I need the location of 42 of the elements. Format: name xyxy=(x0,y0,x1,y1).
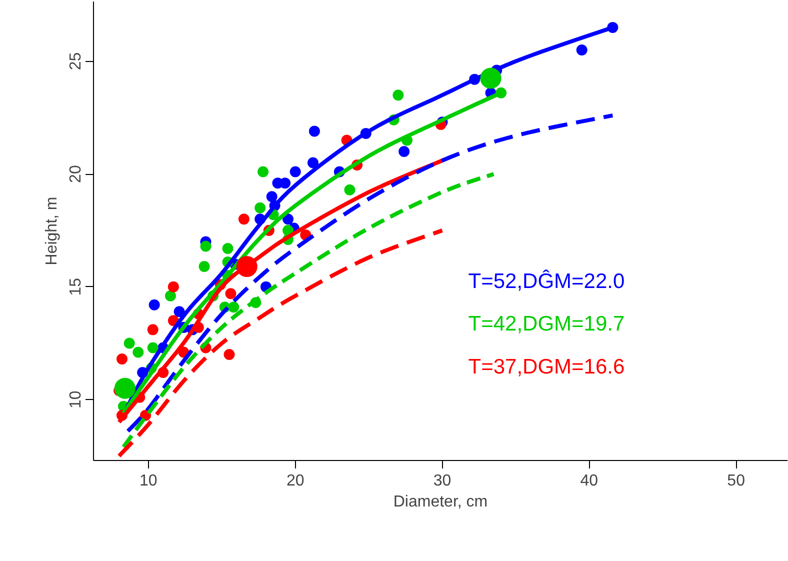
text: T=42,DGM=19.7 xyxy=(468,312,625,336)
point xyxy=(132,346,144,358)
point xyxy=(254,202,266,214)
point xyxy=(307,157,318,168)
point xyxy=(392,90,404,101)
point xyxy=(147,342,158,354)
point xyxy=(398,146,410,157)
point xyxy=(148,299,160,310)
point xyxy=(147,324,158,336)
point xyxy=(290,166,301,178)
y-tick-label: 15 xyxy=(68,278,84,296)
y-axis-title: Height, m xyxy=(44,196,60,266)
point xyxy=(280,178,291,189)
x-tick-label: 30 xyxy=(433,472,452,490)
point xyxy=(266,191,278,202)
x-tick-label: 20 xyxy=(286,472,304,490)
y-tick-label: 10 xyxy=(68,390,84,408)
point xyxy=(308,126,320,137)
text: T=37,DGM=16.6 xyxy=(468,355,625,378)
point xyxy=(576,44,588,56)
point xyxy=(164,290,176,302)
point xyxy=(200,240,212,252)
point xyxy=(222,242,234,254)
point xyxy=(174,306,185,318)
point xyxy=(344,184,356,196)
point xyxy=(228,302,240,313)
point xyxy=(224,349,235,360)
point xyxy=(124,338,135,349)
text: T=52,DĜM=22.0 xyxy=(468,268,625,293)
point xyxy=(168,281,179,292)
point xyxy=(225,288,236,300)
point xyxy=(116,354,128,364)
x-tick-label: 40 xyxy=(580,472,598,490)
x-axis-title: Diameter, cm xyxy=(393,494,488,510)
point xyxy=(258,166,269,178)
point xyxy=(238,214,250,225)
point xyxy=(282,214,294,225)
x-tick-label: 10 xyxy=(140,472,158,490)
x-tick-label: 50 xyxy=(727,472,746,490)
point xyxy=(198,261,210,272)
y-tick-label: 25 xyxy=(68,52,84,70)
y-tick-label: 20 xyxy=(68,165,84,183)
